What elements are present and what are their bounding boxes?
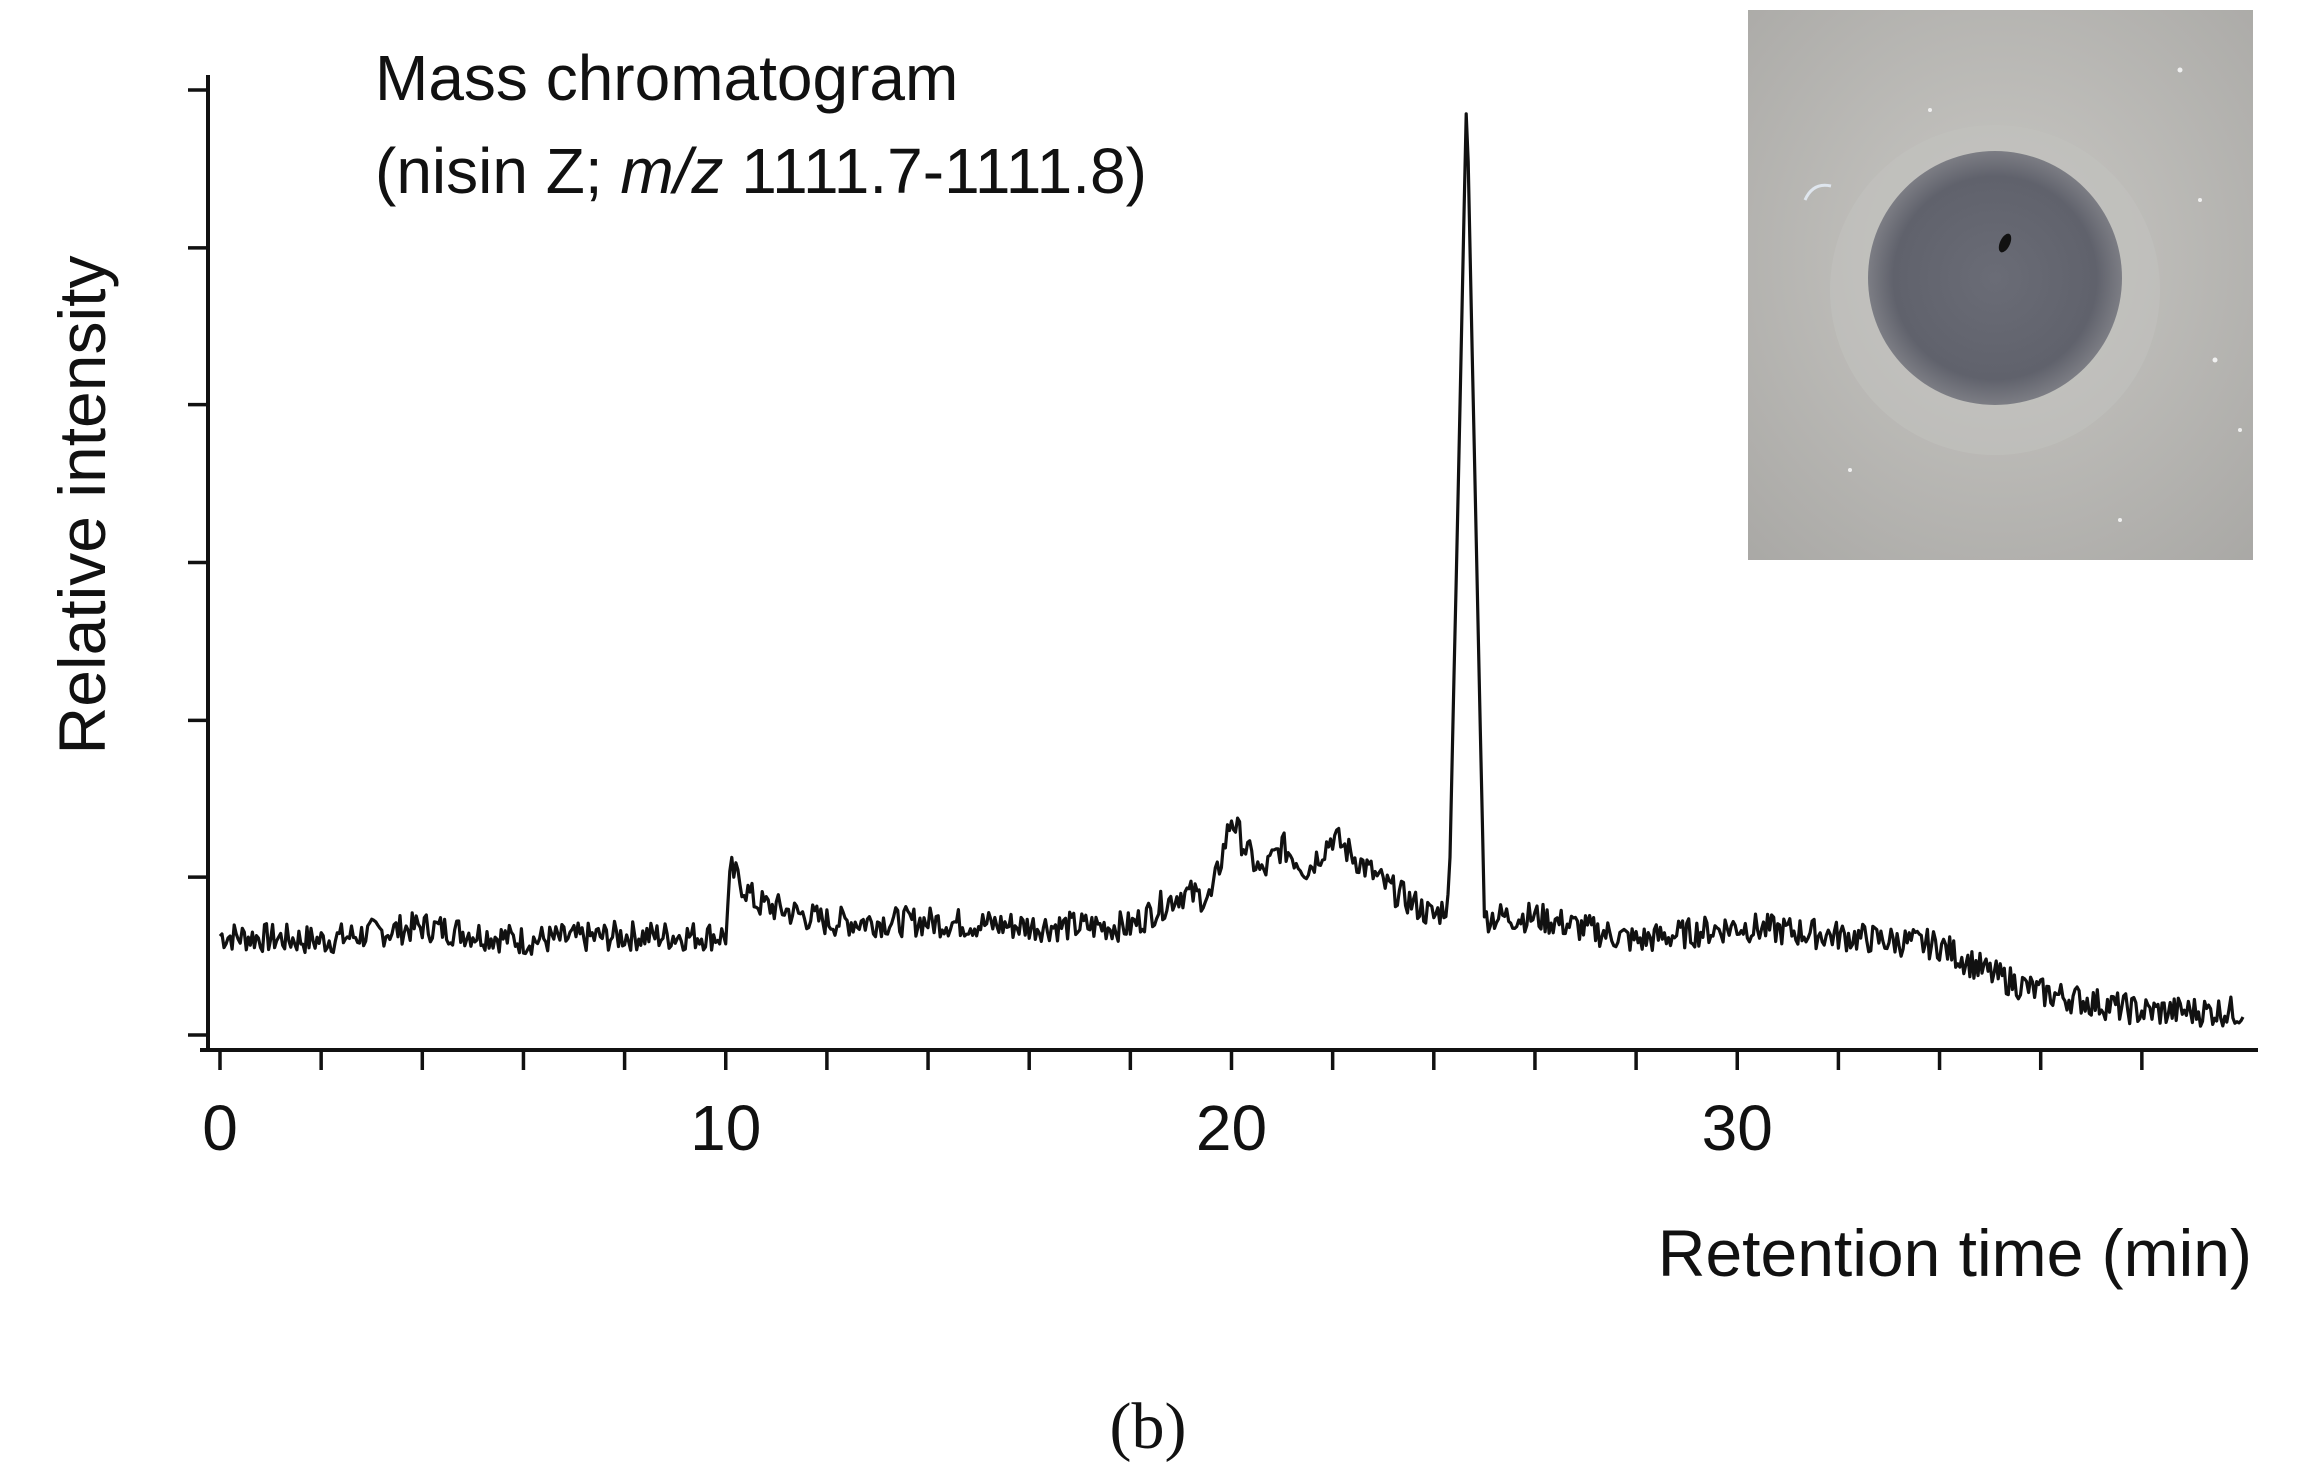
subtitle-prefix: (nisin Z; <box>375 135 620 207</box>
subtitle-suffix: 1111.7-1111.8) <box>723 135 1146 207</box>
inset-photo <box>1748 10 2253 560</box>
chromatogram-trace <box>218 112 2245 1028</box>
subtitle-mz: m/z <box>620 135 723 207</box>
panel-label: (b) <box>1110 1390 1187 1463</box>
x-ticks <box>218 1050 2144 1070</box>
x-tick-label-10: 10 <box>690 1092 761 1164</box>
y-axis-title: Relative intensity <box>45 256 119 755</box>
chart-title: Mass chromatogram <box>375 42 958 114</box>
x-tick-label-20: 20 <box>1196 1092 1267 1164</box>
x-axis-title: Retention time (min) <box>1658 1216 2252 1290</box>
x-tick-labels: 0 10 20 30 <box>202 1092 1773 1164</box>
x-tick-label-30: 30 <box>1702 1092 1773 1164</box>
y-ticks <box>188 88 208 1037</box>
chart-subtitle: (nisin Z; m/z 1111.7-1111.8) <box>375 135 1147 207</box>
x-tick-label-0: 0 <box>202 1092 238 1164</box>
